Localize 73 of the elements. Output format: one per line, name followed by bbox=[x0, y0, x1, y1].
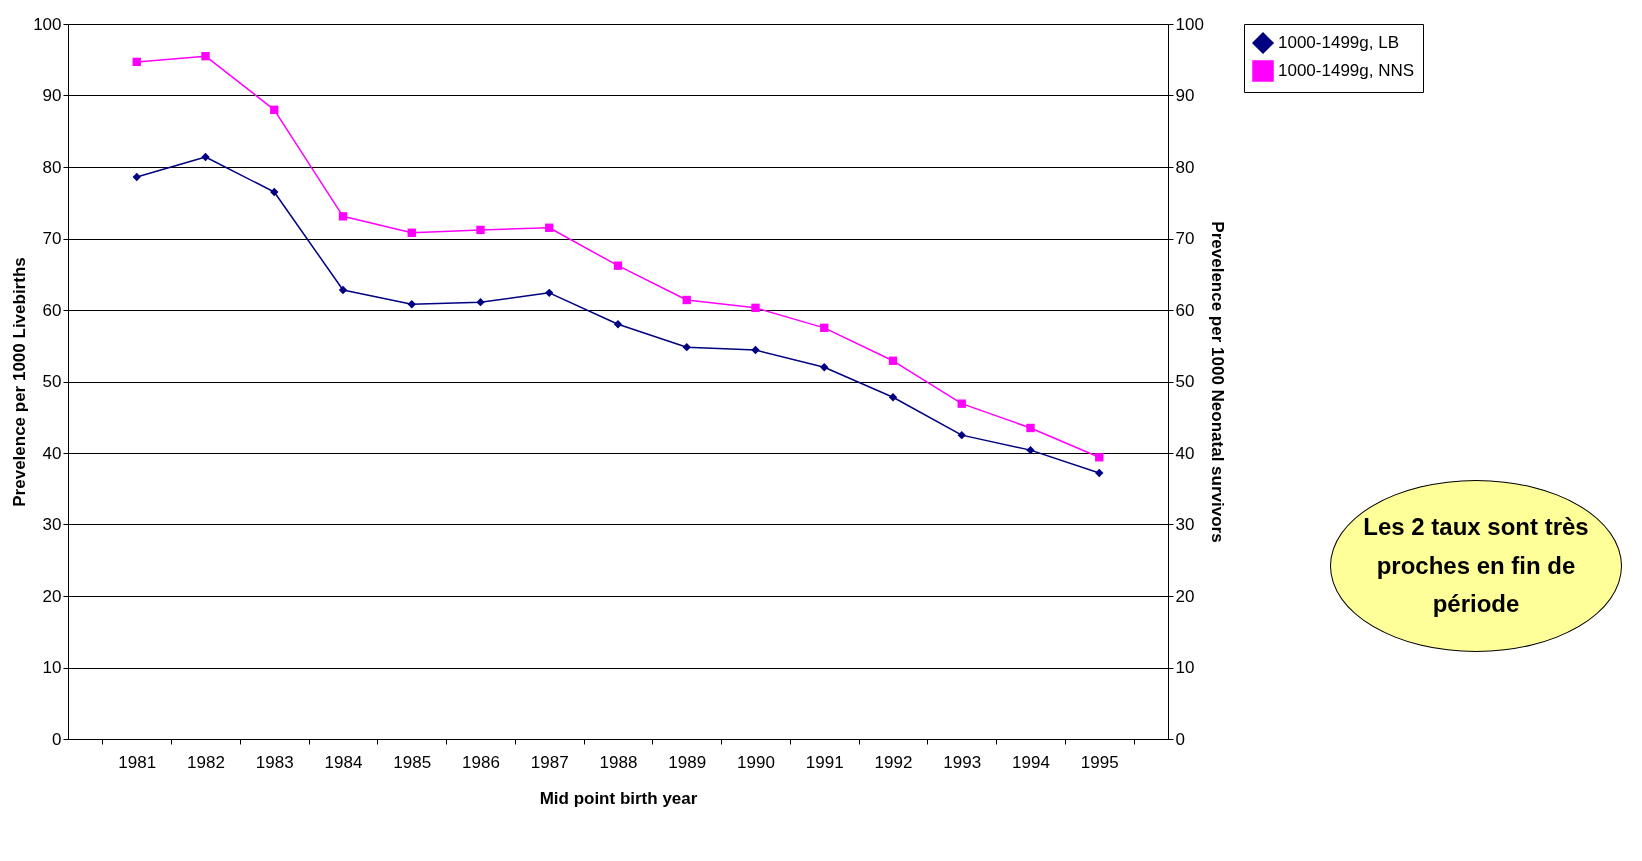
y2-tick-label: 50 bbox=[1175, 372, 1195, 391]
y-tick-label: 100 bbox=[33, 14, 62, 34]
y2-tick-label: 80 bbox=[1175, 157, 1195, 177]
y2-tick-label: 70 bbox=[1175, 229, 1195, 248]
x-tick-label: 1984 bbox=[324, 752, 363, 772]
point bbox=[476, 297, 485, 307]
x-tick-label: 1985 bbox=[393, 752, 432, 772]
x-tick-label: 1993 bbox=[943, 752, 982, 772]
x-tick-label: 1983 bbox=[255, 752, 294, 772]
point bbox=[201, 51, 210, 61]
point bbox=[407, 228, 416, 237]
y2-tick-label: 60 bbox=[1175, 300, 1195, 320]
point bbox=[338, 212, 348, 221]
point bbox=[751, 345, 760, 355]
y-tick-label: 20 bbox=[42, 586, 62, 606]
point bbox=[476, 225, 485, 235]
x-tick-label: 1995 bbox=[1080, 752, 1119, 772]
point bbox=[1095, 468, 1104, 478]
point bbox=[613, 261, 623, 270]
point bbox=[751, 303, 760, 313]
ellipse-callout: Les 2 taux sont très proches en fin de période bbox=[1330, 480, 1622, 652]
y-tick-label: 80 bbox=[42, 157, 62, 177]
x-axis-title: Mid point birth year bbox=[539, 788, 698, 808]
point bbox=[1095, 453, 1104, 462]
y-tick-label: 30 bbox=[42, 515, 62, 534]
point bbox=[545, 223, 554, 232]
point bbox=[1026, 423, 1035, 433]
point bbox=[820, 363, 829, 372]
point bbox=[888, 356, 898, 365]
point bbox=[820, 323, 829, 333]
y2-tick-label: 20 bbox=[1175, 586, 1195, 606]
point bbox=[957, 399, 966, 408]
point bbox=[201, 152, 210, 162]
x-tick-label: 1981 bbox=[118, 752, 157, 772]
point bbox=[407, 300, 416, 309]
y2-tick-label: 10 bbox=[1175, 658, 1195, 677]
x-tick-label: 1986 bbox=[462, 752, 500, 772]
point bbox=[545, 288, 554, 298]
y-tick-label: 10 bbox=[42, 658, 62, 677]
x-tick-label: 1988 bbox=[599, 752, 638, 772]
y2-axis-title: Prevelence per 1000 Neonatal survivors bbox=[1207, 221, 1227, 543]
x-tick-label: 1992 bbox=[874, 752, 913, 772]
x-tick-label: 1994 bbox=[1012, 752, 1050, 772]
point bbox=[613, 320, 623, 329]
legend-label: 1000-1499g, NNS bbox=[1278, 61, 1415, 80]
point bbox=[338, 285, 348, 295]
point bbox=[682, 343, 691, 352]
point bbox=[132, 57, 141, 67]
y2-tick-label: 40 bbox=[1175, 443, 1195, 463]
y-axis-title: Prevelence per 1000 Livebirths bbox=[10, 257, 30, 507]
x-tick-label: 1987 bbox=[530, 752, 569, 772]
y-tick-label: 50 bbox=[42, 372, 62, 391]
y-tick-label: 60 bbox=[42, 300, 62, 320]
point bbox=[957, 430, 966, 440]
x-tick-label: 1991 bbox=[805, 752, 844, 772]
point bbox=[270, 187, 279, 197]
point bbox=[132, 172, 141, 182]
y2-tick-label: 30 bbox=[1175, 515, 1195, 534]
x-tick-label: 1982 bbox=[187, 752, 225, 772]
legend-label: 1000-1499g, LB bbox=[1278, 33, 1399, 52]
y-tick-label: 90 bbox=[42, 86, 62, 105]
x-tick-label: 1990 bbox=[737, 752, 775, 772]
x-tick-label: 1989 bbox=[668, 752, 707, 772]
y2-tick-label: 100 bbox=[1175, 14, 1204, 34]
y2-tick-label: 0 bbox=[1175, 729, 1185, 749]
y-tick-label: 0 bbox=[52, 729, 62, 749]
y-tick-label: 40 bbox=[42, 443, 62, 463]
point bbox=[270, 105, 279, 114]
y2-tick-label: 90 bbox=[1175, 86, 1195, 105]
point bbox=[682, 295, 691, 305]
point bbox=[1026, 445, 1035, 455]
y-tick-label: 70 bbox=[42, 229, 62, 248]
point bbox=[888, 393, 898, 402]
